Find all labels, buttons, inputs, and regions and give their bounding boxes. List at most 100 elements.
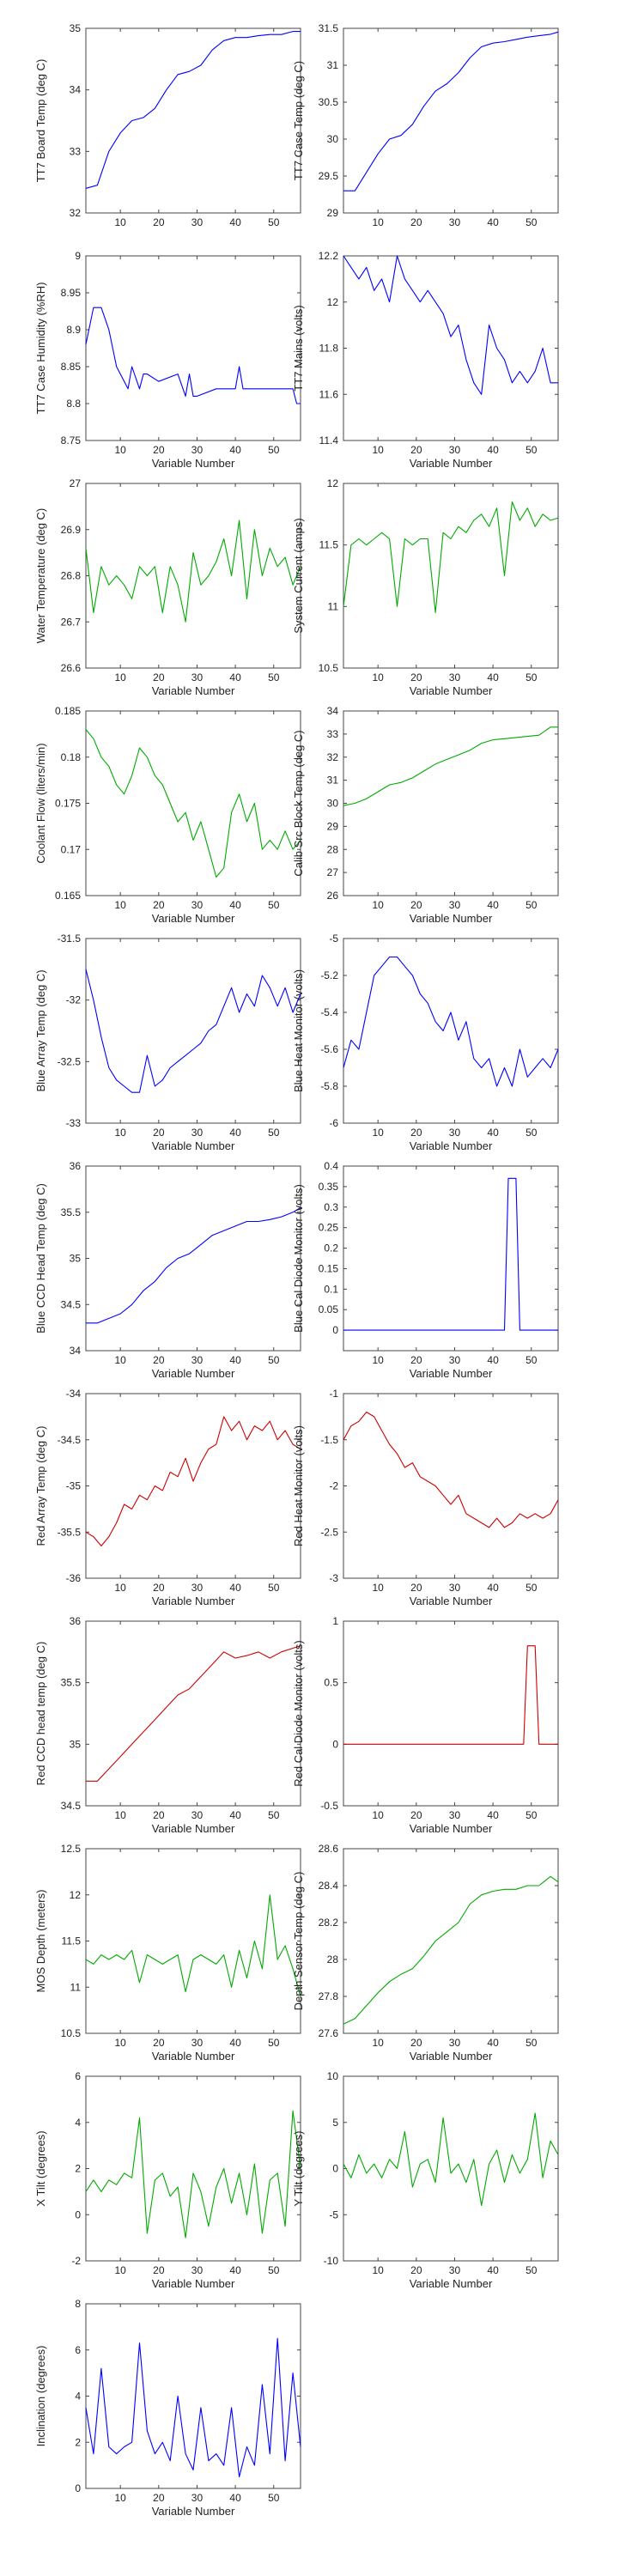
y-tick-label: 9 <box>75 250 81 262</box>
x-tick-label: 20 <box>153 671 165 683</box>
x-tick-label: 40 <box>229 2492 241 2504</box>
y-tick-label: 0.175 <box>55 798 81 810</box>
plot-frame <box>343 483 559 669</box>
x-tick-label: 30 <box>191 216 204 228</box>
y-tick-label: 8 <box>75 2298 81 2310</box>
x-axis-label: Variable Number <box>410 457 493 470</box>
x-tick-label: 10 <box>114 2264 126 2276</box>
x-tick-label: 40 <box>229 1582 241 1594</box>
y-tick-label: -5.4 <box>320 1006 338 1018</box>
y-tick-label: 35.5 <box>61 1677 82 1689</box>
y-tick-label: 5 <box>332 2117 338 2129</box>
y-tick-label: 0.35 <box>319 1181 339 1193</box>
y-tick-label: -0.5 <box>320 1800 338 1812</box>
x-tick-label: 50 <box>268 899 280 911</box>
series-line <box>343 956 559 1087</box>
plot-frame <box>343 1393 559 1579</box>
y-tick-label: 0.05 <box>319 1303 339 1315</box>
series-line <box>86 1206 301 1324</box>
x-tick-label: 10 <box>372 671 384 683</box>
y-tick-label: 28.4 <box>319 1880 339 1892</box>
x-tick-label: 20 <box>153 1809 165 1821</box>
x-tick-label: 40 <box>487 1582 499 1594</box>
plot-frame <box>85 1848 301 2034</box>
x-tick-label: 10 <box>372 899 384 911</box>
plot-frame <box>85 938 301 1124</box>
x-tick-label: 40 <box>229 216 241 228</box>
x-tick-label: 10 <box>114 671 126 683</box>
x-tick-label: 30 <box>191 1354 204 1366</box>
x-tick-label: 50 <box>526 444 538 456</box>
chart-18: 27.6 27.8 28 28.2 28.4 28.6 10 20 30 40 50 Variable… <box>292 1843 559 2063</box>
y-tick-label: 26.9 <box>61 524 82 536</box>
x-tick-label: 50 <box>526 2264 538 2276</box>
chart-1: 32 33 34 35 10 20 30 40 50 TT7 Board Temp (deg C) <box>34 22 301 228</box>
y-tick-label: 12 <box>327 296 339 308</box>
x-tick-label: 20 <box>153 1127 165 1139</box>
plot-frame <box>343 27 559 214</box>
y-tick-label: 34.5 <box>61 1298 82 1310</box>
x-tick-label: 20 <box>153 899 165 911</box>
y-tick-label: 36 <box>70 1615 82 1627</box>
y-tick-label: 8.95 <box>61 287 82 299</box>
y-tick-label: 0.185 <box>55 705 81 717</box>
series-line <box>343 255 558 395</box>
y-tick-label: 12 <box>70 1889 82 1901</box>
x-tick-label: 30 <box>191 444 204 456</box>
y-axis-label: TT7 Case Temp (deg C) <box>292 61 305 180</box>
y-tick-label: -36 <box>66 1572 82 1584</box>
x-tick-label: 10 <box>372 2264 384 2276</box>
plot-frame <box>343 1165 559 1352</box>
x-tick-label: 40 <box>487 1809 499 1821</box>
y-axis-label: TT7 Case Humidity (%RH) <box>34 283 47 415</box>
x-tick-label: 50 <box>268 1127 280 1139</box>
x-tick-label: 50 <box>268 2264 280 2276</box>
y-axis-label: Blue Cal Diode Monitor (volts) <box>292 1184 305 1333</box>
chart-11: 34 34.5 35 35.5 36 10 20 30 40 50 Variable Number B… <box>34 1160 301 1380</box>
y-tick-label: 30 <box>327 798 339 810</box>
chart-15: 34.5 35 35.5 36 10 20 30 40 50 Variable Number Red… <box>34 1615 301 1835</box>
x-tick-label: 10 <box>114 1127 126 1139</box>
y-tick-label: 11.6 <box>319 388 339 400</box>
x-tick-label: 50 <box>268 444 280 456</box>
series-line <box>85 969 301 1093</box>
y-tick-label: 36 <box>70 1160 82 1172</box>
y-tick-label: 26.7 <box>61 616 82 628</box>
series-line <box>85 2337 301 2478</box>
x-tick-label: 20 <box>410 671 422 683</box>
x-axis-label: Variable Number <box>152 457 235 470</box>
x-tick-label: 10 <box>372 2037 384 2049</box>
x-axis-label: Variable Number <box>152 2050 235 2063</box>
plot-frame <box>343 710 559 896</box>
plot-frame <box>85 2075 301 2262</box>
y-tick-label: 1 <box>332 1615 338 1627</box>
y-tick-label: 35 <box>70 1738 82 1750</box>
y-tick-label: 0 <box>75 2482 81 2494</box>
y-tick-label: 11.8 <box>319 343 339 355</box>
x-tick-label: 20 <box>410 216 422 228</box>
y-axis-label: Blue CCD Head Temp (deg C) <box>34 1183 47 1334</box>
y-tick-label: 28.6 <box>319 1843 339 1855</box>
y-tick-label: 28 <box>327 1953 339 1965</box>
chart-20: -10 -5 0 5 10 10 20 30 40 50 Variable Number Y Tilt… <box>292 2070 559 2290</box>
x-tick-label: 50 <box>526 1809 538 1821</box>
series-line <box>343 31 559 191</box>
plot-frame <box>343 1848 559 2034</box>
chart-12: 0 0.05 0.1 0.15 0.2 0.25 0.3 0.35 0.4 10 20 30 40 50 V… <box>292 1160 559 1380</box>
x-tick-label: 40 <box>487 444 499 456</box>
y-axis-label: X Tilt (degrees) <box>34 2130 47 2206</box>
y-tick-label: 0.2 <box>324 1242 338 1255</box>
y-axis-label: System Current (amps) <box>292 518 305 633</box>
plot-frame <box>85 1620 301 1807</box>
y-tick-label: 28 <box>327 843 339 855</box>
plot-frame <box>343 938 559 1124</box>
y-tick-label: -2.5 <box>320 1526 338 1538</box>
y-tick-label: 32 <box>70 207 82 219</box>
x-tick-label: 20 <box>410 1127 422 1139</box>
y-tick-label: 34 <box>327 705 339 717</box>
x-tick-label: 20 <box>410 1582 422 1594</box>
chart-5: 26.6 26.7 26.8 26.9 27 10 20 30 40 50 Variable Num… <box>34 477 301 697</box>
x-tick-label: 40 <box>229 671 241 683</box>
y-axis-label: Coolant Flow (liters/min) <box>34 743 47 863</box>
x-axis-label: Variable Number <box>152 1367 235 1380</box>
